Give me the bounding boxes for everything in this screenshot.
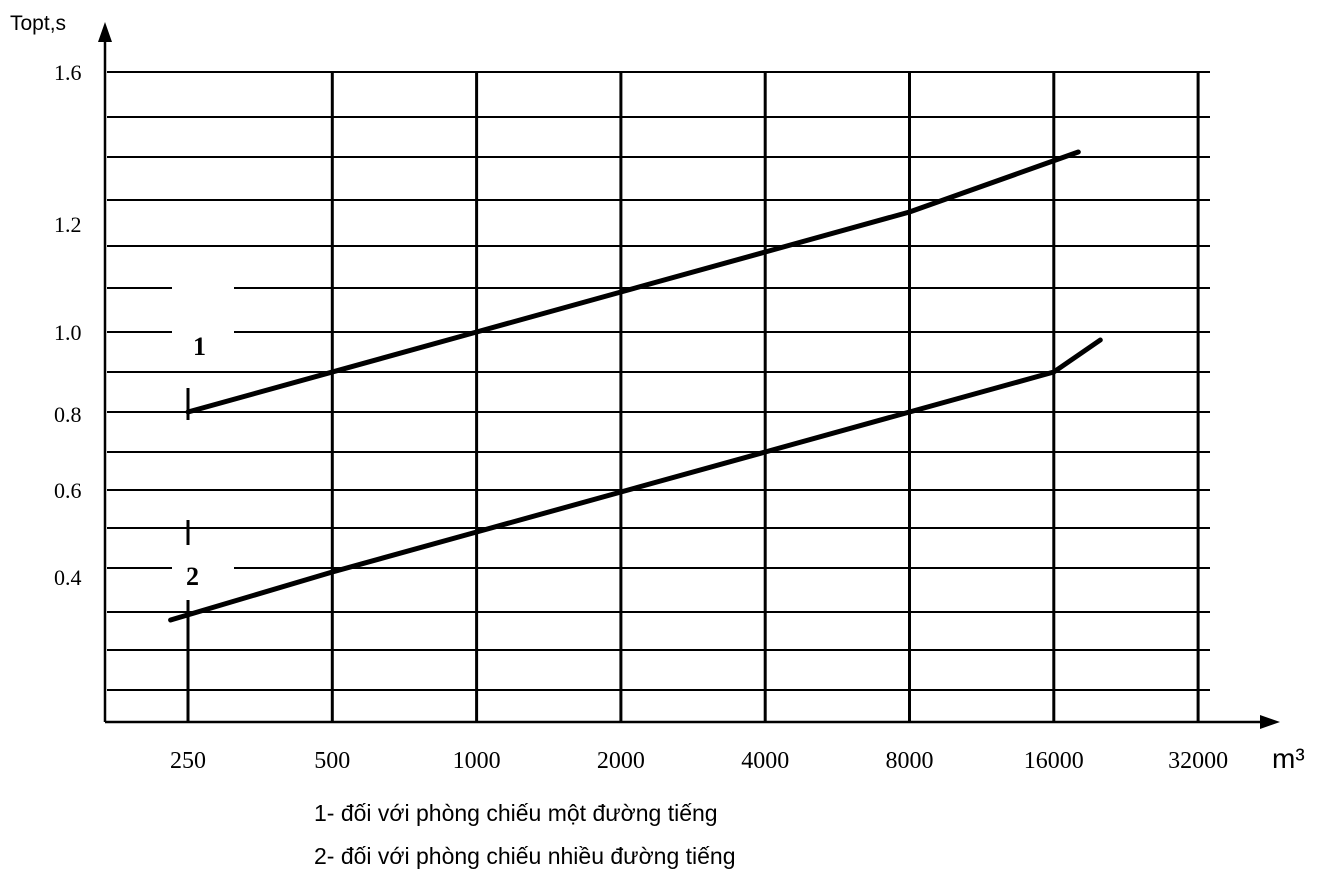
y-tick-label: 0.4 — [54, 565, 82, 590]
x-tick-label: 1000 — [453, 748, 501, 774]
x-axis-title: m³ — [1272, 743, 1305, 774]
legend-item-1: 1- đối với phòng chiếu một đường tiếng — [314, 800, 718, 826]
legend-item-2: 2- đối với phòng chiếu nhiều đường tiếng — [314, 843, 736, 869]
series-1-line — [185, 149, 1081, 415]
series-1-label-bg — [172, 280, 234, 370]
x-tick-label: 32000 — [1168, 748, 1228, 774]
x-tick-label: 250 — [170, 748, 206, 774]
y-tick-label: 1.6 — [54, 60, 82, 85]
series-2-label: 2 — [186, 562, 199, 591]
y-tick-label: 0.6 — [54, 478, 82, 503]
x-tick-label: 16000 — [1024, 748, 1084, 774]
series-lines — [168, 149, 1103, 623]
x-tick-label: 8000 — [886, 748, 934, 774]
series-2-line — [168, 337, 1103, 623]
y-axis-arrow — [98, 22, 112, 42]
x-axis-arrow — [1260, 715, 1280, 729]
x-tick-label: 4000 — [741, 748, 789, 774]
vertical-gridlines — [186, 72, 1200, 722]
y-tick-label: 1.2 — [54, 212, 82, 237]
y-axis-title: Topt,s — [10, 12, 66, 35]
x-tick-labels: 250 500 1000 2000 4000 8000 16000 32000 — [170, 748, 1228, 774]
series-1-label: 1 — [193, 332, 206, 361]
horizontal-gridlines — [107, 71, 1210, 691]
x-tick-label: 500 — [314, 748, 350, 774]
y-tick-labels: 1.6 1.2 1.0 0.8 0.6 0.4 — [54, 60, 82, 590]
y-tick-label: 1.0 — [54, 320, 82, 345]
y-tick-label: 0.8 — [54, 402, 82, 427]
x-tick-label: 2000 — [597, 748, 645, 774]
series-2-label-bg — [172, 545, 234, 600]
